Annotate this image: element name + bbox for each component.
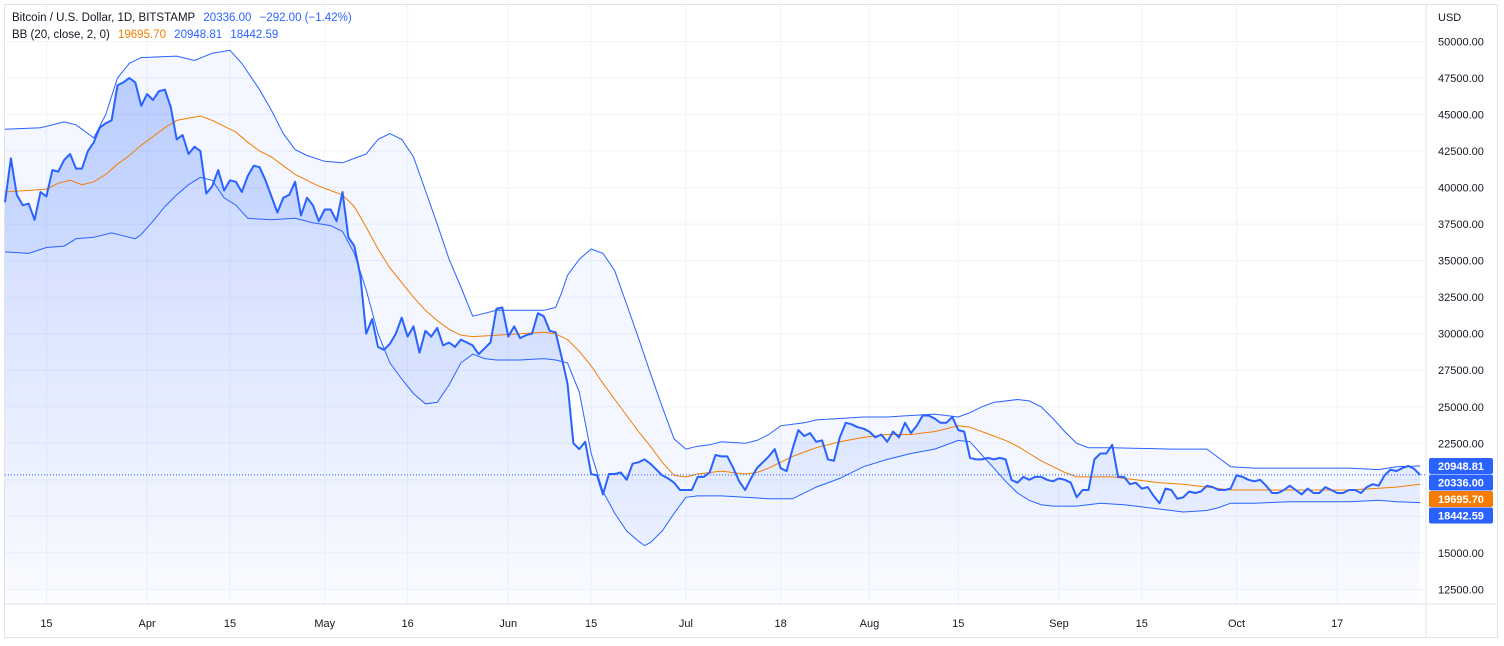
x-tick-label: May bbox=[314, 618, 335, 630]
x-tick-label: Oct bbox=[1228, 618, 1245, 630]
y-tick-label: 45000.00 bbox=[1438, 110, 1484, 122]
x-tick-label: 15 bbox=[1136, 618, 1148, 630]
price-tag: 18442.59 bbox=[1429, 507, 1493, 524]
x-tick-label: 16 bbox=[401, 618, 413, 630]
y-tick-label: 12500.00 bbox=[1438, 584, 1484, 596]
y-tick-label: 25000.00 bbox=[1438, 402, 1484, 414]
y-tick-label: 32500.00 bbox=[1438, 292, 1484, 304]
x-tick-label: 15 bbox=[585, 618, 597, 630]
x-tick-label: Jul bbox=[679, 618, 693, 630]
y-tick-label: 50000.00 bbox=[1438, 37, 1484, 49]
price-tag-label: 20948.81 bbox=[1438, 461, 1484, 473]
indicator-legend: BB (20, close, 2, 0) 19695.70 20948.81 1… bbox=[12, 29, 283, 41]
price-tag-bg bbox=[1429, 490, 1493, 507]
currency-label: USD bbox=[1438, 12, 1461, 24]
y-tick-label: 47500.00 bbox=[1438, 73, 1484, 85]
y-tick-label: 30000.00 bbox=[1438, 329, 1484, 341]
price-tag: 20948.81 bbox=[1429, 457, 1493, 474]
time-axis[interactable]: 15 Apr 15 May 16 Jun 15 Jul 18 Aug 15 Sep 15 Oct 17 bbox=[40, 618, 1343, 630]
x-tick-label: 17 bbox=[1331, 618, 1343, 630]
series-lines bbox=[4, 49, 1426, 547]
x-tick-label: Sep bbox=[1049, 618, 1069, 630]
price-area bbox=[5, 78, 1421, 604]
price-tag-label: 18442.59 bbox=[1438, 510, 1484, 522]
price-tag: 20336.00 bbox=[1429, 474, 1493, 491]
price-tags: 20948.81 20336.00 19695.70 18442.59 bbox=[1429, 457, 1493, 524]
bb-upper-value: 20948.81 bbox=[174, 29, 223, 41]
symbol-legend: Bitcoin / U.S. Dollar, 1D, BITSTAMP 2033… bbox=[12, 12, 357, 24]
bollinger-bands bbox=[5, 50, 1421, 604]
price-tag: 19695.70 bbox=[1429, 490, 1493, 507]
x-tick-label: 15 bbox=[952, 618, 964, 630]
x-tick-label: 18 bbox=[775, 618, 787, 630]
symbol-title[interactable]: Bitcoin / U.S. Dollar, 1D, BITSTAMP bbox=[12, 12, 196, 24]
y-tick-label: 42500.00 bbox=[1438, 146, 1484, 158]
bb-lower-value: 18442.59 bbox=[230, 29, 279, 41]
y-tick-label: 22500.00 bbox=[1438, 438, 1484, 450]
price-tag-label: 19695.70 bbox=[1438, 494, 1484, 506]
chart-frame bbox=[4, 4, 1498, 638]
band-fill bbox=[5, 50, 1421, 546]
bb-basis-value: 19695.70 bbox=[118, 29, 166, 41]
x-tick-label: Aug bbox=[860, 618, 880, 630]
x-tick-label: 15 bbox=[40, 618, 52, 630]
y-tick-label: 35000.00 bbox=[1438, 256, 1484, 268]
y-tick-label: 37500.00 bbox=[1438, 219, 1484, 231]
indicator-title[interactable]: BB (20, close, 2, 0) bbox=[12, 29, 110, 41]
last-price: 20336.00 bbox=[203, 12, 252, 24]
price-line bbox=[4, 77, 1421, 505]
price-tag-bg bbox=[1429, 507, 1493, 524]
price-change: −292.00 (−1.42%) bbox=[259, 12, 352, 24]
bb-upper-line bbox=[4, 49, 1421, 471]
x-tick-label: Apr bbox=[139, 618, 156, 630]
bb-basis-line bbox=[4, 115, 1421, 491]
x-tick-label: 15 bbox=[224, 618, 236, 630]
price-tag-bg bbox=[1429, 457, 1493, 474]
y-tick-label: 15000.00 bbox=[1438, 548, 1484, 560]
price-tag-bg bbox=[1429, 474, 1493, 491]
y-tick-label: 27500.00 bbox=[1438, 365, 1484, 377]
y-tick-label: 40000.00 bbox=[1438, 183, 1484, 195]
x-tick-label: Jun bbox=[499, 618, 517, 630]
price-tag-label: 20336.00 bbox=[1438, 477, 1484, 489]
